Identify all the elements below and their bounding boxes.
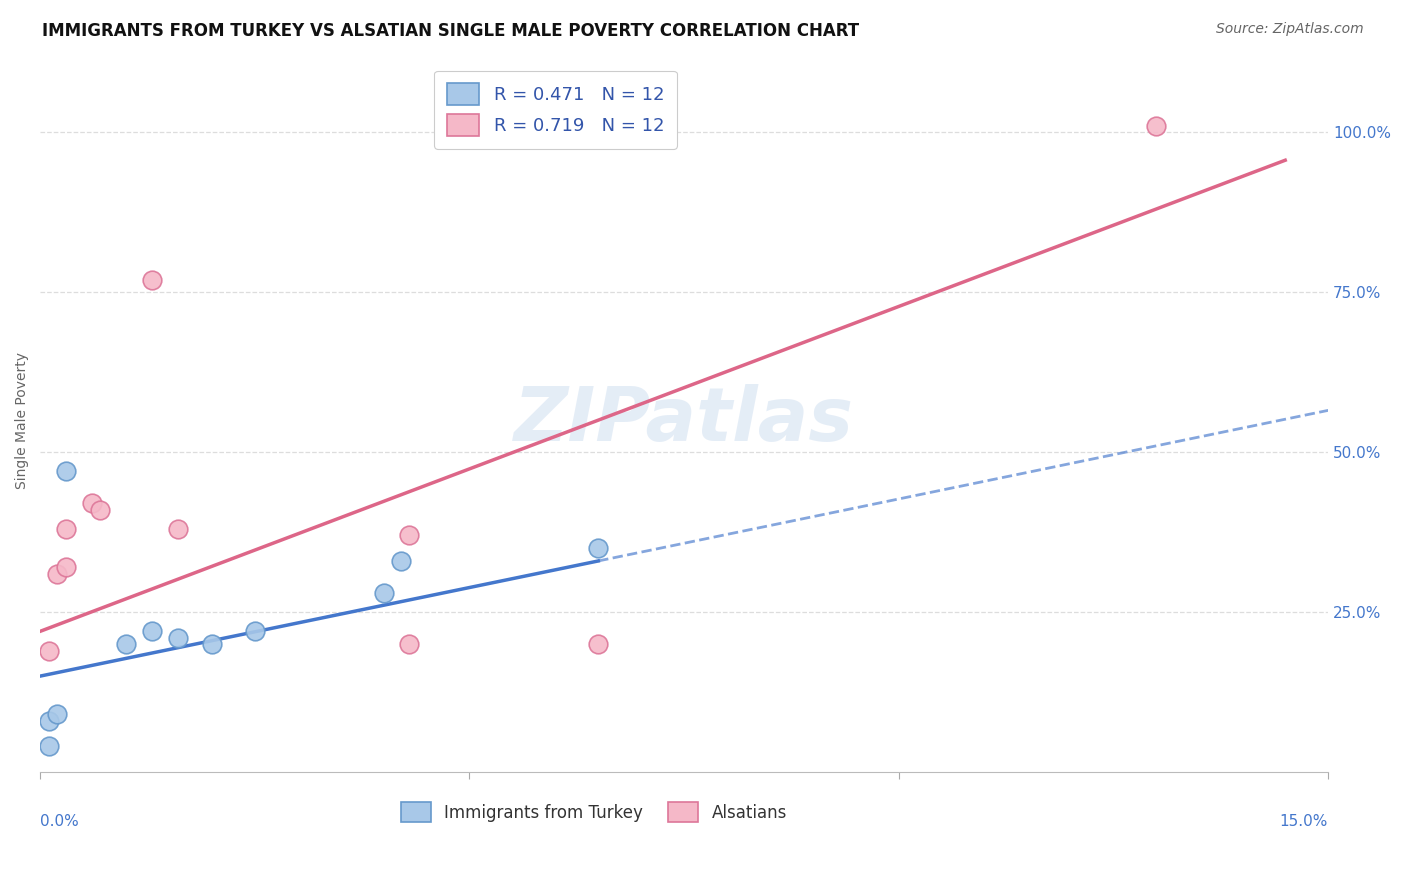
Text: 0.0%: 0.0%	[41, 814, 79, 830]
Point	[373, 586, 395, 600]
Point	[166, 522, 188, 536]
Point	[80, 496, 103, 510]
Point	[398, 637, 420, 651]
Text: Source: ZipAtlas.com: Source: ZipAtlas.com	[1216, 22, 1364, 37]
Point	[141, 624, 163, 639]
Point	[55, 465, 77, 479]
Point	[55, 522, 77, 536]
Point	[46, 566, 69, 581]
Point	[588, 637, 610, 651]
Text: IMMIGRANTS FROM TURKEY VS ALSATIAN SINGLE MALE POVERTY CORRELATION CHART: IMMIGRANTS FROM TURKEY VS ALSATIAN SINGL…	[42, 22, 859, 40]
Point	[38, 714, 60, 728]
Point	[38, 739, 60, 754]
Point	[55, 560, 77, 574]
Point	[398, 528, 420, 542]
Point	[243, 624, 266, 639]
Text: ZIPatlas: ZIPatlas	[515, 384, 853, 457]
Legend: Immigrants from Turkey, Alsatians: Immigrants from Turkey, Alsatians	[389, 790, 799, 834]
Point	[89, 503, 111, 517]
Point	[1144, 119, 1167, 133]
Point	[389, 554, 412, 568]
Point	[115, 637, 138, 651]
Text: 15.0%: 15.0%	[1279, 814, 1329, 830]
Point	[201, 637, 224, 651]
Point	[141, 272, 163, 286]
Point	[38, 643, 60, 657]
Point	[166, 631, 188, 645]
Point	[588, 541, 610, 556]
Point	[46, 707, 69, 722]
Y-axis label: Single Male Poverty: Single Male Poverty	[15, 351, 30, 489]
